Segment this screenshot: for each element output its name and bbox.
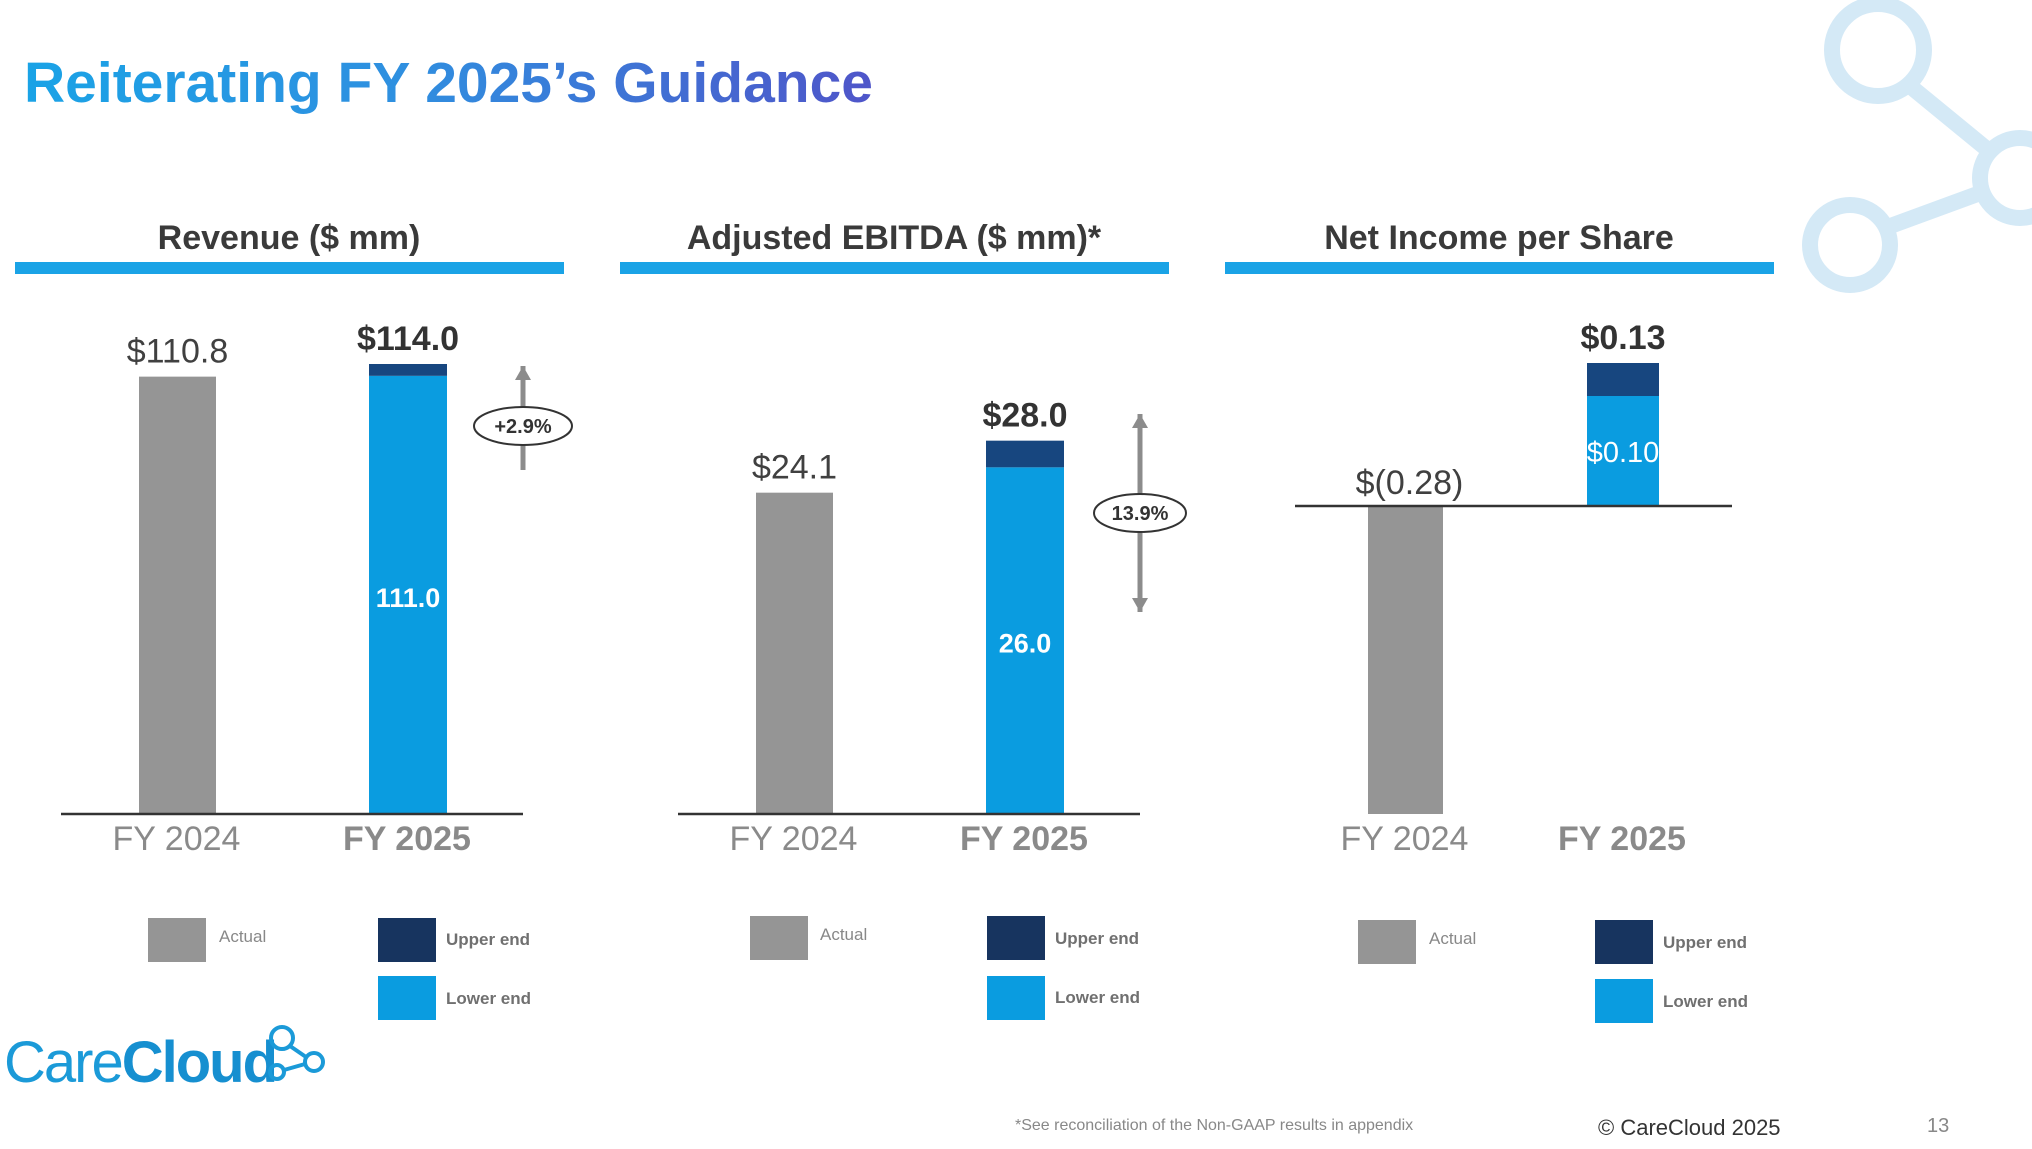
revenue-chart-title: Revenue ($ mm) bbox=[157, 219, 421, 257]
growth-callout-ellipse bbox=[473, 406, 573, 446]
carecloud-logo: CareCloud bbox=[4, 1025, 325, 1098]
bar-actual-fy2024 bbox=[756, 492, 833, 814]
page-title: Reiterating FY 2025’s Guidance bbox=[24, 48, 873, 118]
data-label-lower: $0.10 bbox=[1587, 437, 1660, 469]
category-label-fy2025: FY 2025 bbox=[343, 820, 471, 858]
data-label-actual: $110.8 bbox=[127, 333, 228, 371]
legend-label-upper: Upper end bbox=[1663, 933, 1748, 952]
footnote: *See reconciliation of the Non-GAAP resu… bbox=[1015, 1117, 1414, 1134]
bar-upper-fy2025 bbox=[369, 364, 447, 376]
growth-arrow-head-up bbox=[1132, 414, 1148, 428]
copyright: © CareCloud 2025 bbox=[1598, 1115, 1781, 1140]
legend-label-actual: Actual bbox=[820, 925, 868, 944]
category-label-fy2024: FY 2024 bbox=[1341, 820, 1469, 858]
category-label-fy2025: FY 2025 bbox=[960, 820, 1088, 858]
legend-swatch-actual bbox=[148, 918, 206, 962]
bar-actual-fy2024 bbox=[1368, 506, 1443, 814]
legend-swatch-upper bbox=[378, 918, 436, 962]
legend-label-lower: Lower end bbox=[446, 989, 532, 1008]
growth-callout-ellipse bbox=[1093, 493, 1187, 533]
category-label-fy2024: FY 2024 bbox=[730, 820, 858, 858]
guidance-charts: $110.8 111.0 $114.0 FY 2024 FY 2025 +2.9% $24.… bbox=[61, 319, 1732, 858]
page-number: 13 bbox=[1927, 1115, 1950, 1137]
legend-label-actual: Actual bbox=[1429, 929, 1477, 948]
growth-callout-label: 13.9% bbox=[1112, 503, 1169, 525]
data-label-actual: $(0.28) bbox=[1356, 464, 1464, 502]
category-label-fy2025: FY 2025 bbox=[1558, 820, 1686, 858]
eps-title-rule bbox=[1225, 262, 1774, 274]
eps-chart-title: Net Income per Share bbox=[1324, 219, 1674, 257]
data-label-lower: 111.0 bbox=[376, 583, 441, 613]
legend-label-upper: Upper end bbox=[446, 930, 531, 949]
bar-upper-fy2025 bbox=[986, 440, 1064, 468]
data-label-upper: $28.0 bbox=[982, 397, 1067, 435]
data-label-upper: $0.13 bbox=[1580, 319, 1665, 357]
bar-upper-fy2025 bbox=[1587, 363, 1659, 396]
legend-label-upper: Upper end bbox=[1055, 929, 1140, 948]
bar-lower-fy2025 bbox=[1587, 396, 1659, 506]
ebitda-title-rule bbox=[620, 262, 1169, 274]
legend-swatch-actual bbox=[1358, 920, 1416, 964]
legend-label-actual: Actual bbox=[219, 927, 267, 946]
legend-swatch-lower bbox=[987, 976, 1045, 1020]
logo-molecule-icon bbox=[268, 1025, 325, 1081]
legend-swatch-lower bbox=[378, 976, 436, 1020]
data-label-lower: 26.0 bbox=[999, 629, 1052, 659]
data-label-actual: $24.1 bbox=[752, 449, 837, 487]
bar-actual-fy2024 bbox=[139, 376, 216, 814]
growth-callout-label: +2.9% bbox=[494, 416, 551, 438]
growth-arrow-head-down bbox=[1132, 598, 1148, 612]
ebitda-chart-title: Adjusted EBITDA ($ mm)* bbox=[686, 219, 1102, 257]
bar-lower-fy2025 bbox=[986, 467, 1064, 814]
revenue-title-rule bbox=[15, 262, 564, 274]
growth-arrow-head-up bbox=[515, 366, 531, 380]
legend-swatch-upper bbox=[1595, 920, 1653, 964]
legend-swatch-lower bbox=[1595, 979, 1653, 1023]
legend-label-lower: Lower end bbox=[1663, 992, 1749, 1011]
category-label-fy2024: FY 2024 bbox=[113, 820, 241, 858]
data-label-upper: $114.0 bbox=[357, 320, 459, 358]
legend-swatch-actual bbox=[750, 916, 808, 960]
molecule-decoration-icon bbox=[1802, 0, 2032, 293]
legend-label-lower: Lower end bbox=[1055, 988, 1141, 1007]
bar-lower-fy2025 bbox=[369, 375, 447, 814]
legend-swatch-upper bbox=[987, 916, 1045, 960]
